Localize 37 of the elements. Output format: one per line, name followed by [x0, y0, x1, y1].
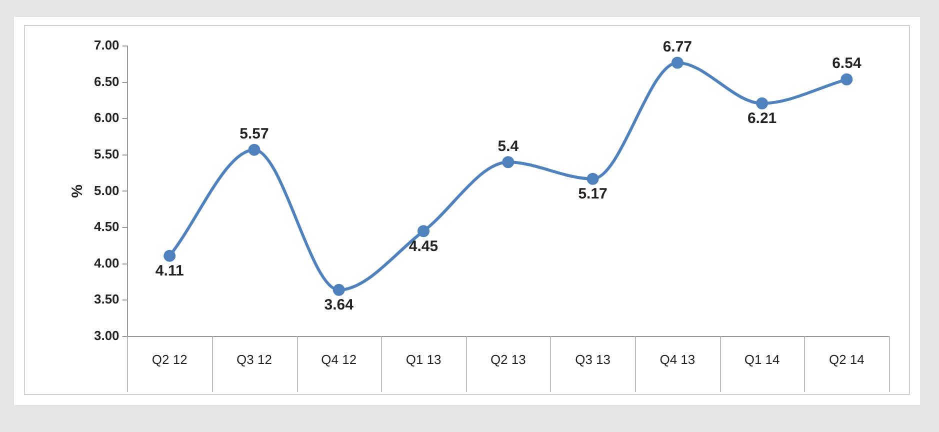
point: [586, 172, 599, 185]
y-tick-label: 7.00: [94, 38, 120, 53]
data-label: 5.4: [498, 138, 520, 155]
data-label: 4.45: [408, 238, 438, 255]
x-tick-label: Q3 13: [575, 352, 610, 367]
x-tick-label: Q2 14: [828, 352, 864, 367]
data-label: 6.77: [662, 38, 692, 56]
x-tick-label: Q4 13: [660, 352, 696, 367]
point: [248, 144, 260, 156]
x-tick-label: Q1 14: [744, 352, 780, 367]
y-tick-label: 6.50: [94, 74, 120, 89]
point: [756, 97, 768, 110]
point: [164, 250, 176, 262]
point: [418, 225, 430, 238]
y-tick-label: 4.50: [94, 219, 120, 234]
x-tick-label: Q4 12: [321, 352, 357, 367]
data-label: 6.21: [747, 110, 777, 127]
y-tick-label: 5.00: [94, 182, 120, 198]
y-axis-title: %: [69, 184, 86, 198]
data-label: 4.11: [155, 262, 184, 280]
y-tick-label: 3.50: [94, 292, 120, 307]
point: [840, 73, 853, 86]
y-tick-label: 4.00: [94, 255, 120, 270]
y-tick-label: 5.50: [94, 146, 120, 162]
data-label: 3.64: [324, 296, 354, 314]
x-tick-label: Q2 12: [152, 352, 188, 367]
x-tick-label: Q1 13: [406, 352, 442, 367]
data-label: 5.17: [578, 186, 608, 202]
point: [332, 284, 345, 296]
point: [671, 56, 684, 69]
y-tick-label: 3.00: [94, 328, 120, 343]
x-tick-label: Q2 13: [490, 352, 526, 367]
data-label: 6.54: [832, 55, 862, 72]
data-label: 5.57: [240, 125, 269, 142]
point: [502, 156, 514, 168]
y-tick-label: 6.00: [94, 110, 120, 126]
x-tick-label: Q3 12: [236, 352, 272, 367]
